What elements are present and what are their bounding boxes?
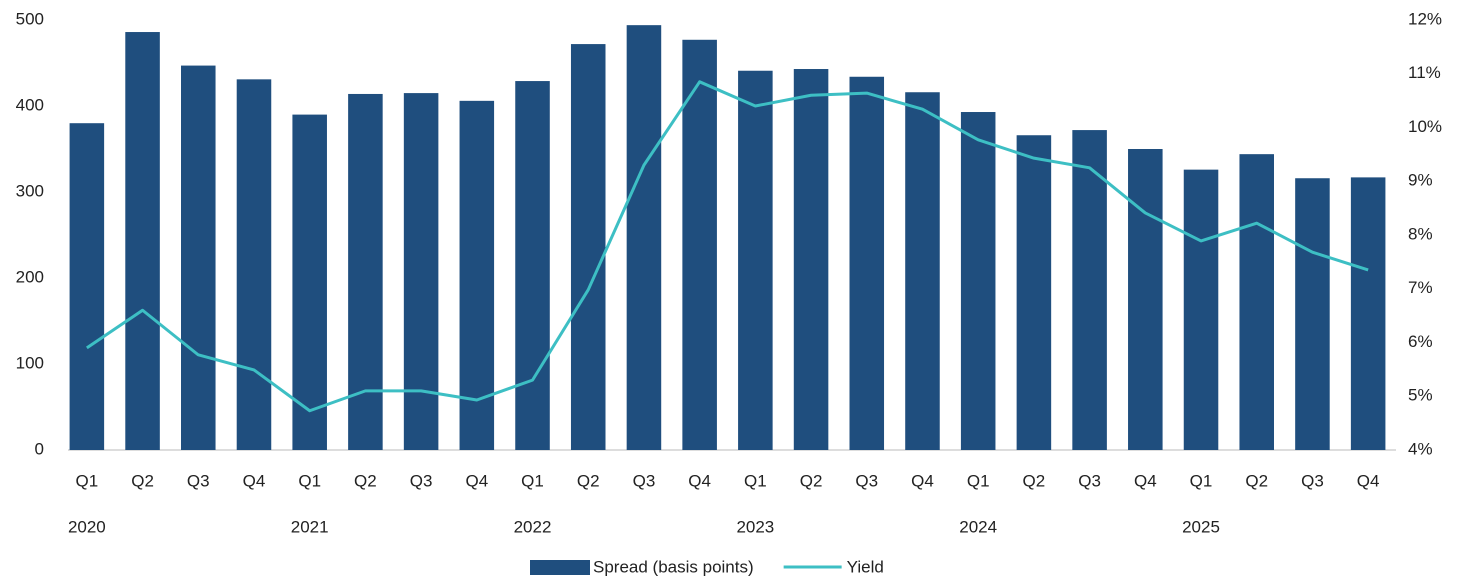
x-tick-label: Q1 [76, 471, 99, 490]
x-tick-label: Q1 [1190, 471, 1213, 490]
x-tick-label: Q2 [354, 471, 377, 490]
x-tick-label: Q1 [298, 471, 321, 490]
x-tick-label: Q2 [1023, 471, 1046, 490]
y-tick-label: 0 [35, 439, 44, 458]
y2-tick-label: 12% [1408, 9, 1442, 28]
x-tick-label: Q4 [688, 471, 711, 490]
year-label: 2022 [514, 517, 552, 536]
y2-tick-label: 11% [1408, 63, 1441, 82]
y2-tick-label: 7% [1408, 278, 1433, 297]
x-tick-label: Q3 [410, 471, 433, 490]
bar [1295, 178, 1330, 451]
bar [1183, 169, 1219, 450]
y-tick-label: 500 [16, 9, 44, 28]
year-label: 2024 [959, 517, 997, 536]
y2-tick-label: 10% [1408, 117, 1442, 136]
x-tick-label: Q4 [465, 471, 488, 490]
y2-tick-label: 8% [1408, 224, 1433, 243]
x-tick-label: Q3 [1078, 471, 1101, 490]
bar [292, 114, 327, 450]
legend-swatch [530, 560, 590, 575]
bar [1239, 154, 1274, 450]
year-label: 2021 [291, 517, 329, 536]
y-tick-label: 200 [16, 267, 44, 286]
bar [459, 100, 495, 450]
y2-tick-label: 5% [1408, 386, 1433, 405]
x-tick-label: Q4 [911, 471, 934, 490]
y2-tick-label: 9% [1408, 171, 1433, 190]
y-tick-label: 100 [16, 353, 44, 372]
bar [69, 123, 105, 450]
bar [738, 70, 773, 451]
bar [1350, 177, 1386, 450]
year-label: 2020 [68, 517, 106, 536]
x-tick-label: Q2 [1245, 471, 1268, 490]
bar [1016, 135, 1052, 451]
bar [403, 93, 439, 450]
bar [849, 76, 885, 450]
x-tick-label: Q3 [187, 471, 210, 490]
x-tick-label: Q3 [633, 471, 656, 490]
bar [1072, 130, 1107, 450]
bar [1128, 149, 1163, 450]
bar [570, 44, 606, 450]
legend-label: Spread (basis points) [593, 557, 754, 576]
bar [682, 39, 717, 450]
line [86, 80, 1369, 413]
legend-label: Yield [847, 557, 884, 576]
x-tick-label: Q4 [1134, 471, 1157, 490]
x-tick-label: Q1 [967, 471, 990, 490]
y-tick-label: 300 [16, 181, 44, 200]
x-tick-label: Q3 [855, 471, 878, 490]
bar [125, 32, 160, 450]
x-tick-label: Q4 [1357, 471, 1380, 490]
y2-tick-label: 6% [1408, 332, 1433, 351]
x-tick-label: Q2 [131, 471, 154, 490]
y2-tick-label: 4% [1408, 439, 1433, 458]
bar [960, 112, 996, 451]
x-tick-label: Q1 [744, 471, 767, 490]
bar [236, 79, 272, 450]
x-tick-label: Q3 [1301, 471, 1324, 490]
x-tick-label: Q1 [521, 471, 544, 490]
x-tick-label: Q2 [800, 471, 823, 490]
x-tick-label: Q2 [577, 471, 600, 490]
bar [905, 92, 940, 451]
bar [181, 65, 216, 450]
bar [626, 25, 662, 450]
y-tick-label: 400 [16, 95, 44, 114]
year-label: 2025 [1182, 517, 1220, 536]
x-tick-label: Q4 [243, 471, 266, 490]
bar [515, 81, 550, 450]
bar [793, 69, 829, 451]
year-label: 2023 [736, 517, 774, 536]
